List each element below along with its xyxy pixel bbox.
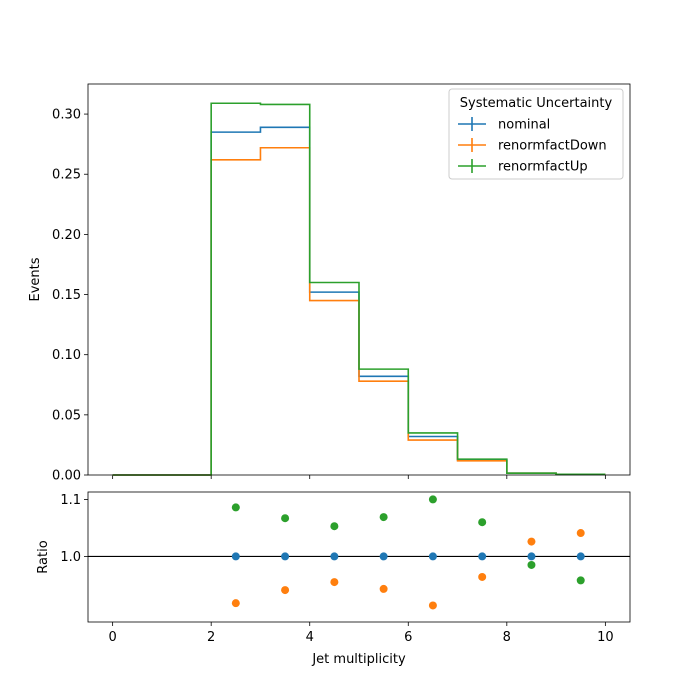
ratio-point-renormfactUp	[478, 518, 487, 527]
legend-label-nominal: nominal	[498, 118, 550, 133]
legend-box	[448, 88, 624, 180]
series-renormfactUp-step-line	[112, 102, 606, 476]
ratio-point-nominal	[428, 552, 437, 561]
ratio-y-tick-label: 1.0	[60, 550, 81, 565]
y-tick-label: 0.05	[52, 408, 81, 423]
ratio-point-renormfactUp	[231, 503, 240, 512]
ratio-point-nominal	[478, 552, 487, 561]
ratio-point-nominal	[527, 552, 536, 561]
y-axis-label: Events	[28, 257, 43, 301]
ratio-point-renormfactDown	[428, 601, 437, 610]
ratio-point-nominal	[330, 552, 339, 561]
legend-label-renormfactDown: renormfactDown	[498, 139, 607, 154]
ratio-axes-frame	[87, 491, 631, 623]
ratio-point-nominal	[231, 552, 240, 561]
ratio-y-tick-label: 1.1	[60, 493, 81, 508]
x-tick-label: 8	[503, 630, 511, 645]
ratio-point-renormfactDown	[330, 578, 339, 587]
y-tick-label: 0.10	[52, 348, 81, 363]
ratio-point-renormfactDown	[576, 529, 585, 538]
x-axis-label: Jet multiplicity	[311, 652, 406, 667]
main-axes-frame	[87, 83, 631, 476]
legend-title: Systematic Uncertainty	[460, 96, 613, 111]
ratio-point-renormfactUp	[527, 560, 536, 569]
ratio-point-renormfactUp	[576, 576, 585, 585]
y-tick-label: 0.00	[52, 469, 81, 484]
x-tick-label: 2	[207, 630, 215, 645]
ratio-point-renormfactUp	[330, 522, 339, 531]
ratio-point-renormfactDown	[231, 599, 240, 608]
ratio-point-renormfactUp	[379, 513, 388, 522]
y-tick-label: 0.30	[52, 108, 81, 123]
x-tick-label: 0	[108, 630, 116, 645]
ratio-panel: 1.0 1.1 0 2 4 6 8 10 Ratio Jet multiplicity	[36, 491, 631, 667]
ratio-point-renormfactDown	[379, 584, 388, 593]
ratio-point-renormfactDown	[478, 572, 487, 581]
ratio-point-nominal	[281, 552, 290, 561]
ratio-point-nominal	[379, 552, 388, 561]
ratio-point-renormfactDown	[527, 537, 536, 546]
ratio-point-renormfactUp	[281, 514, 290, 523]
ratio-y-axis-label: Ratio	[36, 540, 51, 573]
x-tick-label: 4	[306, 630, 314, 645]
x-tick-label: 6	[404, 630, 412, 645]
ratio-point-renormfactUp	[428, 495, 437, 504]
ratio-point-renormfactDown	[281, 586, 290, 595]
ratio-point-nominal	[576, 552, 585, 561]
y-tick-label: 0.15	[52, 288, 81, 303]
main-panel: 0.00 0.05 0.10 0.15 0.20 0.25 0.30 Events System…	[28, 83, 631, 484]
x-tick-label: 10	[597, 630, 614, 645]
y-tick-label: 0.20	[52, 228, 81, 243]
y-tick-label: 0.25	[52, 168, 81, 183]
legend-label-renormfactUp: renormfactUp	[498, 160, 588, 175]
